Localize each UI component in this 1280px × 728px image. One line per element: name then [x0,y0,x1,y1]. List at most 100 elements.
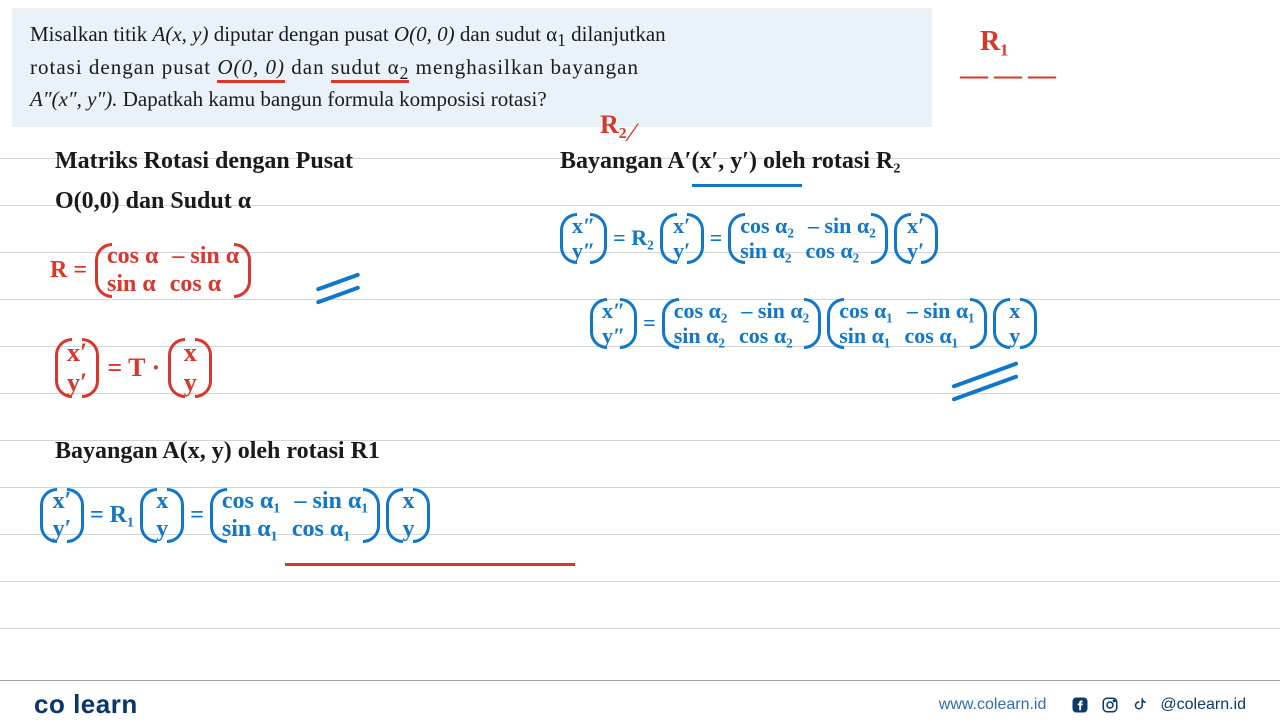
rule-line [0,581,1280,582]
cell: x [1005,298,1025,323]
matrix: cos α₁– sin α₁ sin α₁cos α₁ [210,488,381,543]
matrix: x y [168,338,212,398]
text: co [34,689,65,719]
annotation-r1: R₁ [980,26,1009,58]
cell: y′ [52,516,72,544]
cell: cos α₁ [839,298,893,323]
matrix: x y [386,488,430,543]
matrix: x″ y″ [590,298,637,349]
r1-eq: x′ y′ = R₁ x y = cos α₁– sin α₁ sin α₁co… [40,488,430,543]
cell: cos α₁ [905,323,959,348]
text: Bayangan [560,148,667,174]
matrix: cos α₂– sin α₂ sin α₂cos α₂ [662,298,822,349]
text: = [643,310,656,336]
matrix: x′ y′ [55,338,99,398]
cell: y″ [602,323,625,348]
cell: x [152,488,172,516]
matrix: cos α₁– sin α₁ sin α₁cos α₁ [827,298,987,349]
cell: cos α₂ [674,298,728,323]
matrix: x′ y′ [660,213,704,264]
cell: x″ [602,298,625,323]
text: Misalkan titik [30,22,153,46]
right-heading: Bayangan A′(x′, y′) oleh rotasi R₂ [560,148,900,175]
text: dan [285,55,331,79]
cell: cos α₂ [740,213,794,238]
text: diputar dengan pusat [208,22,393,46]
website-url: www.colearn.id [939,696,1047,714]
cell: – sin α₂ [808,213,876,238]
problem-statement: Misalkan titik A(x, y) diputar dengan pu… [12,8,932,127]
underline-icon [692,184,802,187]
matrix: cos α₂– sin α₂ sin α₂cos α₂ [728,213,888,264]
cell: y [152,516,172,544]
rotation-matrix-def: R = cos α– sin α sin αcos α [50,243,251,298]
text: A′(x′, y′) [667,148,757,174]
problem-line-3: A″(x″, y″). Dapatkah kamu bangun formula… [30,85,914,114]
cell: y″ [572,238,595,263]
problem-line-1: Misalkan titik A(x, y) diputar dengan pu… [30,20,914,53]
text: A(x, y) [153,22,209,46]
text: R = [50,257,87,284]
matrix: x′ y′ [40,488,84,543]
cell: x′ [67,338,87,368]
cell: cos α₂ [806,238,860,263]
annotation-dash: ——— [960,60,1062,92]
text: dilanjutkan [566,22,666,46]
cell: sin α₁ [839,323,890,348]
text: O(0, 0) [217,55,285,79]
bottom-heading: Bayangan A(x, y) oleh rotasi R1 [55,438,380,465]
cell: sin α₂ [674,323,725,348]
page-root: Misalkan titik A(x, y) diputar dengan pu… [0,8,1280,728]
text: = [190,502,204,529]
cell: y′ [67,368,87,398]
transform-eq: x′ y′ = T · x y [55,338,212,398]
cell: – sin α₁ [907,298,975,323]
cell: y [398,516,418,544]
text: O(0, 0) [394,22,455,46]
text: = T · [107,353,160,383]
cell: sin α₁ [222,516,278,544]
brand-logo: co learn [34,689,138,720]
cell: cos α₁ [222,488,281,516]
matrix: x y [140,488,184,543]
cell: x″ [572,213,595,238]
text: menghasilkan bayangan [409,55,639,79]
cell: – sin α₂ [741,298,809,323]
cell: sin α₂ [740,238,791,263]
left-heading-1: Matriks Rotasi dengan Pusat [55,148,353,175]
cell: y′ [672,238,692,263]
text: = [710,225,723,251]
cell: cos α₁ [292,516,351,544]
instagram-icon [1100,695,1120,715]
cell: x [180,338,200,368]
text: Dapatkah kamu bangun formula komposisi r… [117,87,546,111]
cell: y [180,368,200,398]
cell: x [398,488,418,516]
double-tick-icon [315,280,361,304]
cell: y′ [906,238,926,263]
matrix: x y [993,298,1037,349]
cell: x′ [906,213,926,238]
text: oleh rotasi R₂ [757,148,900,174]
cell: – sin α [172,243,239,271]
footer: co learn www.colearn.id @colearn.id [0,680,1280,728]
cell: – sin α₁ [294,488,368,516]
cell: cos α₂ [739,323,793,348]
text: learn [73,689,138,719]
cell: x′ [672,213,692,238]
cell: cos α [170,271,221,299]
r2-eq-line1: x″ y″ = R₂ x′ y′ = cos α₂– sin α₂ sin α₂… [560,213,938,264]
text: = R₂ [613,225,654,251]
problem-line-2: rotasi dengan pusat O(0, 0) dan sudut α2… [30,53,914,86]
text: dan sudut α [455,22,558,46]
cell: cos α [107,243,158,271]
text: A″(x″, y″). [30,87,117,111]
text: rotasi dengan pusat [30,55,217,79]
cell: sin α [107,271,156,299]
double-tick-icon [950,373,1020,397]
matrix: x′ y′ [894,213,938,264]
cell: x′ [52,488,72,516]
footer-right: www.colearn.id @colearn.id [939,695,1246,715]
text: sudut α [331,55,400,79]
matrix: cos α– sin α sin αcos α [95,243,251,298]
